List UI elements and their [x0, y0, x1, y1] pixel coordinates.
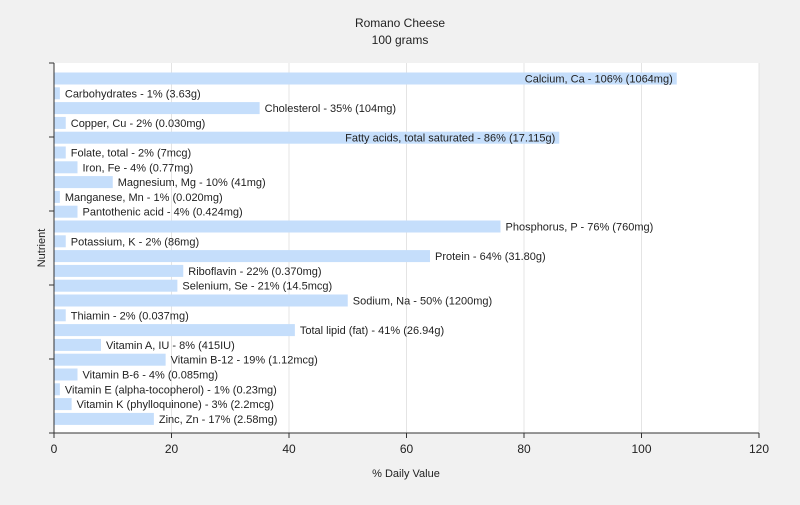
chart-title: Romano Cheese: [355, 16, 445, 30]
bar-data-label: Pantothenic acid - 4% (0.424mg): [83, 207, 243, 219]
bar-data-label: Potassium, K - 2% (86mg): [71, 236, 199, 248]
x-tick-label: 20: [165, 442, 179, 456]
bar-data-label: Manganese, Mn - 1% (0.020mg): [65, 192, 223, 204]
x-tick-label: 120: [749, 442, 769, 456]
bar: [54, 250, 430, 263]
bar: [54, 220, 501, 233]
bar-data-label: Cholesterol - 35% (104mg): [265, 103, 396, 115]
bar-data-label: Magnesium, Mg - 10% (41mg): [118, 177, 266, 189]
bar-data-label: Sodium, Na - 50% (1200mg): [353, 296, 492, 308]
bar: [54, 190, 60, 203]
bar-data-label: Zinc, Zn - 17% (2.58mg): [159, 414, 278, 426]
bar-data-label: Vitamin E (alpha-tocopherol) - 1% (0.23m…: [65, 384, 277, 396]
bar: [54, 324, 295, 337]
bar-data-label: Calcium, Ca - 106% (1064mg): [525, 74, 673, 86]
bar: [54, 264, 184, 277]
bar-labels: Calcium, Ca - 106% (1064mg) Carbohydrates…: [65, 74, 673, 426]
bar: [54, 87, 60, 100]
bar-data-label: Thiamin - 2% (0.037mg): [71, 310, 189, 322]
bar-data-label: Protein - 64% (31.80g): [435, 251, 546, 263]
axes: 0 20 40 60 80 100 120: [49, 62, 769, 456]
bar: [54, 294, 348, 307]
bar: [54, 176, 113, 189]
x-tick-label: 60: [400, 442, 414, 456]
bar: [54, 383, 60, 396]
bar: [54, 131, 560, 144]
x-tick-label: 80: [517, 442, 531, 456]
bar-data-label: Selenium, Se - 21% (14.5mcg): [182, 281, 332, 293]
bar: [54, 338, 101, 351]
bar-data-label: Vitamin K (phylloquinone) - 3% (2.2mcg): [77, 399, 274, 411]
bar: [54, 205, 78, 218]
bar-data-label: Phosphorus, P - 76% (760mg): [506, 222, 654, 234]
bar: [54, 161, 78, 174]
bar-data-label: Copper, Cu - 2% (0.030mg): [71, 118, 206, 130]
bars: [54, 72, 677, 425]
bar-data-label: Total lipid (fat) - 41% (26.94g): [300, 325, 444, 337]
bar-data-label: Vitamin A, IU - 8% (415IU): [106, 340, 235, 352]
y-axis-label: Nutrient: [36, 229, 48, 268]
bar-data-label: Vitamin B-6 - 4% (0.085mg): [83, 370, 219, 382]
x-tick-label: 40: [282, 442, 296, 456]
bar-data-label: Fatty acids, total saturated - 86% (17.1…: [345, 133, 555, 145]
bar-data-label: Carbohydrates - 1% (3.63g): [65, 88, 201, 100]
bar: [54, 72, 677, 85]
x-axis-label: % Daily Value: [372, 468, 440, 480]
bar-data-label: Iron, Fe - 4% (0.77mg): [83, 162, 194, 174]
bar: [54, 102, 260, 115]
bar: [54, 116, 66, 129]
bar: [54, 309, 66, 322]
bar-data-label: Riboflavin - 22% (0.370mg): [188, 266, 321, 278]
bar: [54, 368, 78, 381]
bar: [54, 412, 154, 425]
x-tick-label: 100: [631, 442, 651, 456]
bar: [54, 279, 178, 292]
bar-data-label: Vitamin B-12 - 19% (1.12mcg): [171, 355, 318, 367]
gridlines: [171, 63, 760, 433]
chart-subtitle: 100 grams: [372, 33, 429, 47]
bar: [54, 235, 66, 248]
bar-data-label: Folate, total - 2% (7mcg): [71, 148, 191, 160]
bar: [54, 353, 166, 366]
bar: [54, 398, 72, 411]
x-tick-label: 0: [51, 442, 58, 456]
bar: [54, 146, 66, 159]
